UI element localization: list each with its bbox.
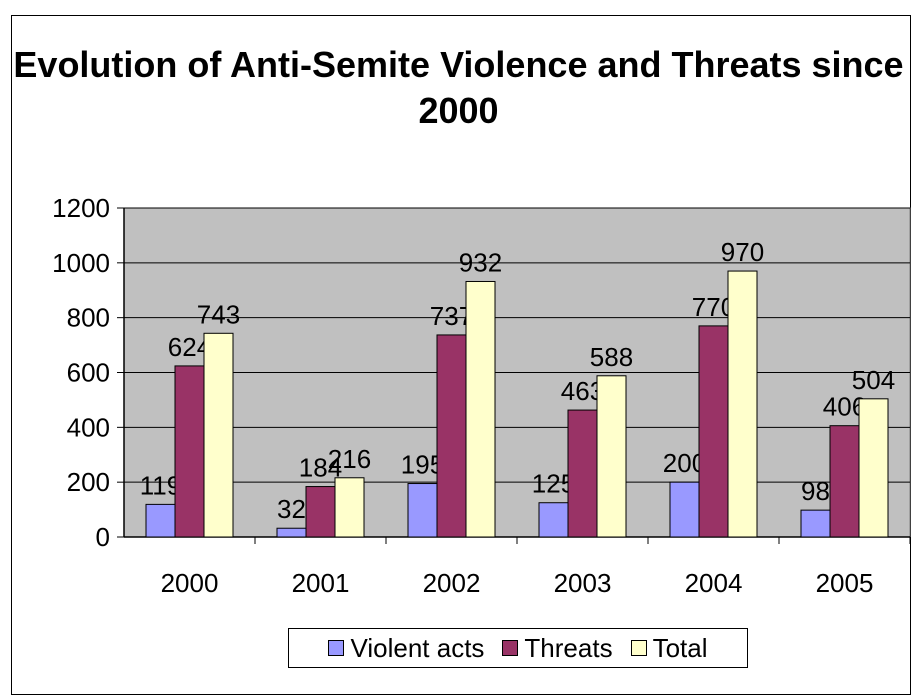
bar-total-2004 <box>727 270 758 538</box>
data-label-violent-acts-2005: 98 <box>801 476 830 506</box>
legend-item-threats: Threats <box>502 632 613 664</box>
x-tick-label-2003: 2003 <box>554 568 612 598</box>
chart-title: Evolution of Anti-Semite Violence and Th… <box>13 44 904 131</box>
y-tick-label-400: 400 <box>67 412 110 442</box>
legend-label-violent-acts: Violent acts <box>350 632 485 663</box>
x-tick-label-2002: 2002 <box>423 568 481 598</box>
data-label-total-2002: 932 <box>459 247 502 277</box>
data-label-total-2001: 216 <box>328 444 371 474</box>
legend-label-total: Total <box>652 632 708 663</box>
bar-chart: 0200400600800100012002000119624743200132… <box>52 193 911 598</box>
bar-total-2000 <box>203 332 234 538</box>
y-tick-label-200: 200 <box>67 467 110 497</box>
bar-total-2002 <box>465 280 496 538</box>
y-tick-label-600: 600 <box>67 358 110 388</box>
legend-swatch-total <box>630 640 647 656</box>
bar-threats-2004 <box>698 325 729 538</box>
bar-total-2003 <box>596 375 627 538</box>
legend-item-total: Total <box>630 632 708 664</box>
data-label-total-2003: 588 <box>590 342 633 372</box>
x-tick-label-2000: 2000 <box>161 568 219 598</box>
bar-total-2005 <box>858 398 889 538</box>
bar-violent-acts-2002 <box>407 483 438 538</box>
x-tick-label-2004: 2004 <box>685 568 743 598</box>
legend-swatch-threats <box>502 640 519 656</box>
data-label-total-2000: 743 <box>197 299 240 329</box>
bar-threats-2002 <box>436 334 467 538</box>
y-tick-label-1000: 1000 <box>52 248 110 278</box>
bar-violent-acts-2005 <box>800 509 831 538</box>
legend-label-threats: Threats <box>524 632 613 663</box>
x-tick-label-2001: 2001 <box>292 568 350 598</box>
data-label-total-2005: 504 <box>852 365 895 395</box>
x-tick-label-2005: 2005 <box>816 568 874 598</box>
bar-violent-acts-2003 <box>538 502 569 538</box>
bar-violent-acts-2001 <box>276 527 307 538</box>
bar-violent-acts-2004 <box>669 481 700 538</box>
bar-threats-2000 <box>174 365 205 538</box>
bar-total-2001 <box>334 477 365 538</box>
legend: Violent acts Threats Total <box>288 628 748 668</box>
y-tick-label-800: 800 <box>67 303 110 333</box>
bar-violent-acts-2000 <box>145 503 176 538</box>
data-label-violent-acts-2001: 32 <box>277 494 306 524</box>
bar-threats-2001 <box>305 486 336 538</box>
data-label-total-2004: 970 <box>721 237 764 267</box>
bar-threats-2005 <box>829 425 860 538</box>
y-tick-label-0: 0 <box>96 522 110 552</box>
y-tick-label-1200: 1200 <box>52 193 110 223</box>
bar-threats-2003 <box>567 409 598 538</box>
legend-swatch-violent-acts <box>328 640 345 656</box>
data-label-violent-acts-2000: 119 <box>140 470 181 500</box>
legend-item-violent-acts: Violent acts <box>328 633 484 664</box>
